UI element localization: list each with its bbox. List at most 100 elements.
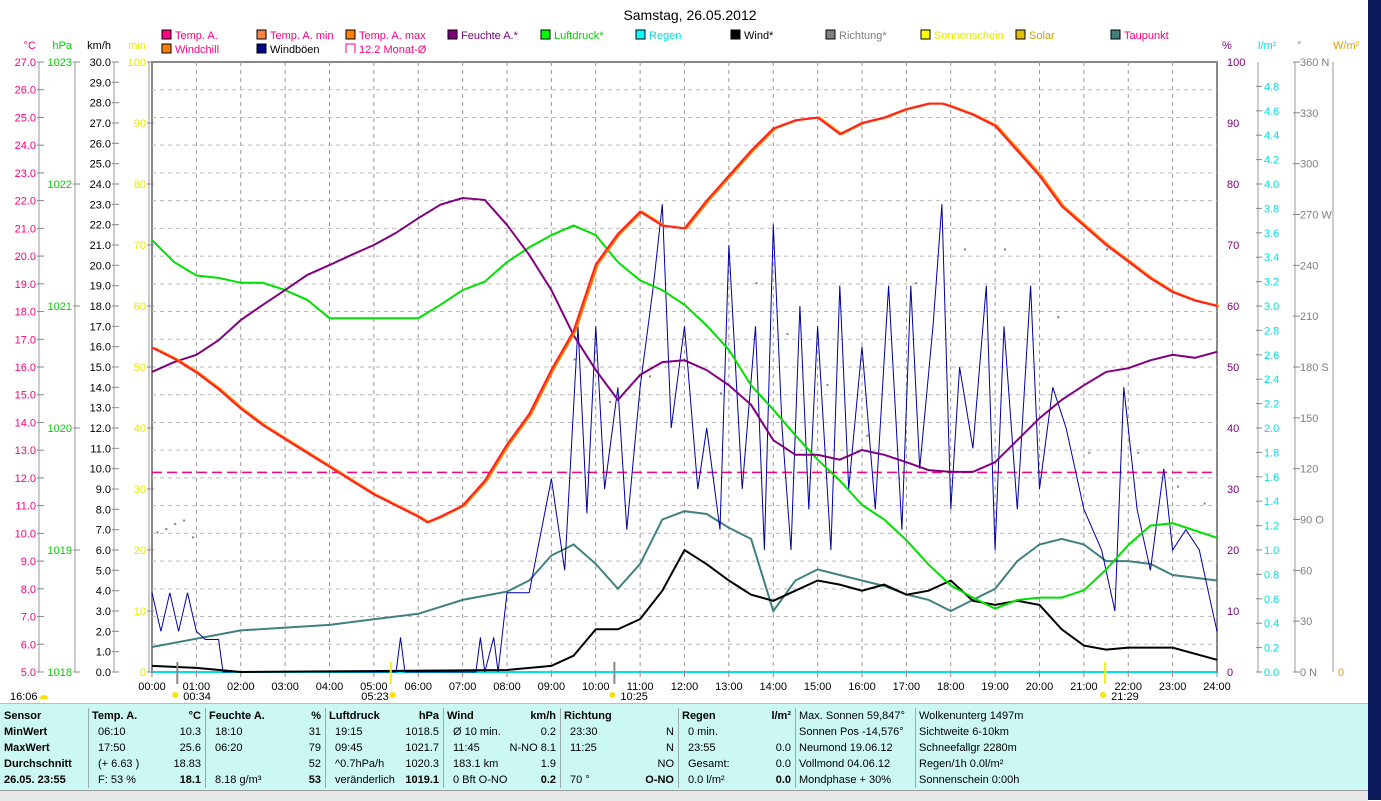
moonset-icon [172,692,179,698]
tick-label-temp: 6.0 [21,639,36,651]
tick-label-temp: 25.0 [15,112,36,124]
tick-label-temp: 24.0 [15,140,36,152]
tick-label-rain: 1.4 [1264,496,1279,508]
direction-dot [649,375,651,378]
series-feuchte-a [151,196,1218,473]
stats-value: 18.1 [179,774,201,786]
direction-dot [1106,248,1109,251]
tick-label-min: 60 [134,301,146,313]
tick-label-temp: 7.0 [21,612,36,624]
tick-label-min: 40 [134,423,146,435]
stats-row: 11:45 N-NO 8.1 [447,740,556,756]
stats-value: 52 [308,758,321,770]
stats-value: 0.2 [540,774,556,786]
direction-dot [165,527,168,530]
tick-label-temp: 20.0 [15,251,36,263]
x-tick-label: 12:00 [671,681,699,693]
axis-unit-kmh: km/h [87,40,111,52]
tick-label-kmh: 11.0 [90,443,111,455]
stats-row: 0 min. [682,724,791,740]
tick-label-pct: 60 [1227,301,1239,313]
legend-label: Temp. A. [175,30,218,42]
tick-label-kmh: 1.0 [96,647,111,659]
tick-label-kmh: 30.0 [90,57,111,69]
tick-label-rain: 3.8 [1264,203,1279,215]
legend-swatch [540,29,551,40]
tick-label-deg: 0 N [1300,667,1317,679]
x-tick-label: 11:00 [627,681,654,693]
direction-dot [826,383,829,386]
tick-label-pct: 70 [1227,240,1239,252]
direction-dot [1057,316,1060,319]
marker-time: 10:25 [620,691,648,703]
legend-label: Luftdruck* [554,30,604,42]
stats-row: 19:15 1018.5 [329,724,439,740]
marker-time: 05:23 [361,691,389,703]
tick-label-kmh: 3.0 [96,606,111,618]
legend-item: Regen [635,29,681,42]
tick-label-rain: 3.6 [1264,228,1279,240]
direction-dot [609,400,612,403]
direction-dot [156,531,159,534]
tick-label-pct: 50 [1227,362,1239,374]
stats-label: 19:15 [335,726,363,738]
stats-row: Mondphase + 30% [799,772,911,788]
tick-label-temp: 26.0 [15,85,36,97]
tick-label-deg: 270 W [1300,210,1332,222]
stats-row: Regen l/m² [682,708,791,724]
legend-item: Temp. A. [161,29,218,42]
x-tick-label: 20:00 [1026,681,1054,693]
stats-row: Wolkenunterg 1497m [919,708,1041,724]
stats-value: 0.0 [775,742,791,754]
legend-swatch [825,29,836,40]
tick-label-rain: 2.0 [1264,423,1279,435]
legend-label: Windböen [270,44,320,56]
stats-value: 31 [308,726,321,738]
x-tick-label: 16:00 [848,681,876,693]
stats-value: l/m² [771,710,791,722]
tick-label-kmh: 9.0 [96,484,111,496]
stats-label: ^0.7hPa/h [335,758,385,770]
stats-label: 23:30 [570,726,598,738]
stats-label: 06:20 [215,742,243,754]
legend-item: Luftdruck* [540,29,604,42]
x-tick-label: 09:00 [538,681,566,693]
tick-label-rain: 3.2 [1264,277,1279,289]
legend-item: 12.2 Monat-Ø [345,43,427,56]
stats-row: 8.18 g/m³ 53 [209,772,321,788]
tick-label-kmh: 15.0 [90,362,111,374]
legend-swatch [447,29,458,40]
stats-row: Neumond 19.06.12 [799,740,911,756]
direction-dot [1203,502,1206,505]
tick-label-min: 20 [134,545,146,557]
tick-label-temp: 8.0 [21,584,36,596]
stats-value: 0.0 [775,774,791,786]
stats-row: 26.05. 23:55 [4,772,84,788]
stats-row: 11:25 N [564,740,674,756]
tick-label-temp: 21.0 [15,223,36,235]
stats-row: 0.0 l/m² 0.0 [682,772,791,788]
tick-label-rain: 3.4 [1264,252,1279,264]
stats-label: 0 Bft O-NO [453,774,508,786]
tick-label-rain: 1.6 [1264,472,1279,484]
legend-label: Temp. A. min [270,30,334,42]
legend-label: 12.2 Monat-Ø [359,44,427,56]
tick-label-deg: 150 [1300,413,1318,425]
tick-label-min: 80 [134,179,146,191]
stats-value: km/h [530,710,556,722]
tick-label-rain: 4.0 [1264,179,1279,191]
tick-label-kmh: 4.0 [96,586,111,598]
tick-label-temp: 10.0 [15,528,36,540]
stats-row: 23:30 N [564,724,674,740]
stats-label: 0 min. [688,726,718,738]
tick-label-rain: 2.6 [1264,350,1279,362]
marker-time: 21:29 [1111,691,1139,703]
tick-label-rain: 1.2 [1264,521,1279,533]
stats-value: 0.0 [775,758,791,770]
tick-label-kmh: 14.0 [90,382,111,394]
stats-row: Regen/1h 0.0l/m² [919,756,1041,772]
tick-label-solar: 0 [1338,667,1344,679]
tick-label-hpa: 1021 [48,301,72,313]
stats-label: Sichtweite 6-10km [919,726,1009,738]
direction-dot [915,282,918,285]
